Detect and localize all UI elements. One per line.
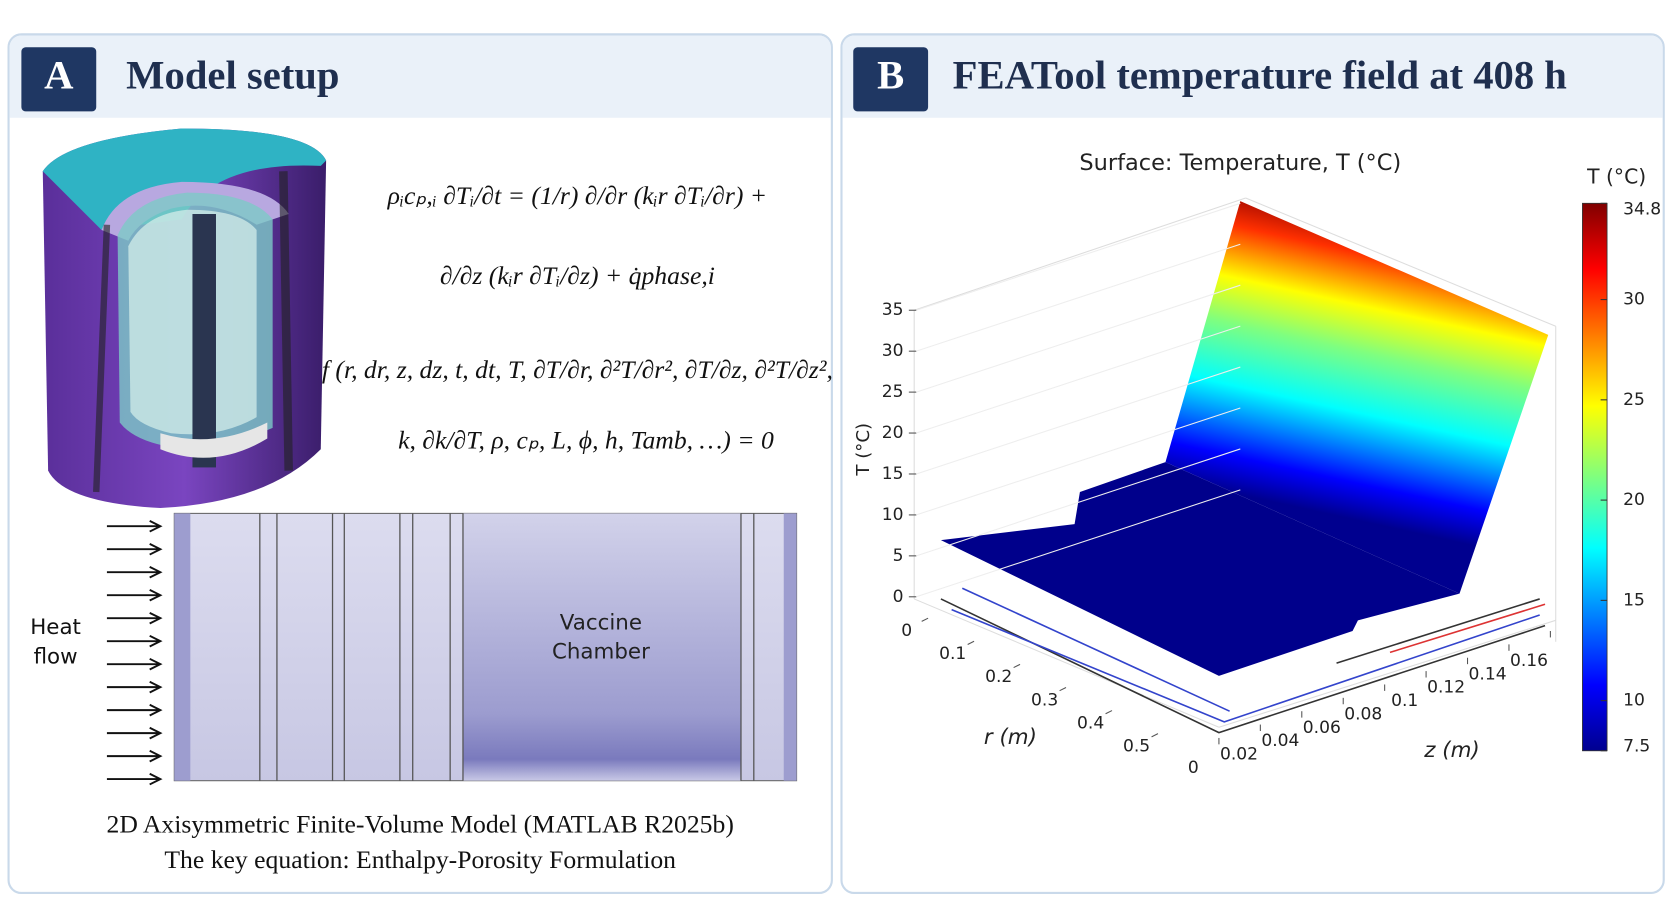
equation: ∂/∂z (kᵢr ∂Tᵢ/∂z) + q̇phase,i [440, 261, 715, 290]
vaccine-chamber [462, 513, 741, 781]
tick-label: 0.08 [1344, 704, 1382, 724]
arrow [106, 588, 163, 602]
heat-flow-arrows [106, 520, 163, 786]
arrow [106, 749, 163, 763]
tick-label: 0.4 [1077, 713, 1104, 733]
arrow [106, 565, 163, 579]
tick-mark [1105, 710, 1113, 715]
tick-mark [921, 617, 929, 622]
tick-label: 5 [893, 546, 904, 566]
tick-label: 0.1 [1391, 691, 1418, 711]
layer-boundaries [259, 513, 755, 781]
grid-line [916, 448, 1241, 557]
wall-layer [783, 513, 797, 781]
tick-label: 20 [882, 423, 904, 443]
panel-header [842, 35, 1663, 118]
panel-label: A [44, 53, 74, 98]
tick-mark [967, 640, 975, 645]
colorbar [1582, 202, 1608, 752]
equation: k, ∂k/∂T, ρ, cₚ, L, ϕ, h, Tamb, …) = 0 [398, 426, 774, 455]
tick-label: 30 [882, 341, 904, 361]
tick-label: 25 [882, 382, 904, 402]
tick-label: 0.5 [1123, 736, 1150, 756]
heat-flow-label: flow [34, 645, 78, 670]
panel-label-box [853, 47, 929, 112]
chamber-label: Vaccine [560, 611, 642, 636]
tick-label: 0.14 [1469, 664, 1507, 684]
grid-line [916, 325, 1241, 434]
equation: ρᵢcₚ,ᵢ ∂Tᵢ/∂t = (1/r) ∂/∂r (kᵢr ∂Tᵢ/∂r) … [387, 181, 768, 210]
caption: 2D Axisymmetric Finite-Volume Model (MAT… [107, 810, 734, 839]
colorbar-label: T (°C) [1586, 165, 1646, 189]
arrow [106, 657, 163, 671]
panel-label: B [877, 53, 904, 98]
panel-header [9, 35, 831, 118]
arrow [106, 634, 163, 648]
tick-label: 15 [1623, 590, 1645, 610]
tick-label: 0.06 [1303, 718, 1341, 738]
tick-label: 0.16 [1510, 651, 1548, 671]
tick-label: 0 [893, 587, 904, 607]
grid-line [916, 407, 1241, 516]
tick-mark [1151, 733, 1159, 738]
tick-label: 0.2 [985, 667, 1012, 687]
tick-label: 0.3 [1031, 690, 1058, 710]
axis-label: T (°C) [853, 423, 874, 477]
base-mesh [940, 587, 1546, 734]
axes-box [913, 197, 1557, 728]
arrow [106, 543, 163, 556]
arrow [106, 772, 163, 786]
tick-mark [1059, 686, 1067, 692]
tick-label: 30 [1623, 290, 1645, 310]
panel-title: FEATool temperature field at 408 h [953, 53, 1567, 98]
axis-label: r (m) [984, 725, 1037, 750]
arrow [106, 520, 163, 533]
heat-flow-label: Heat [30, 615, 81, 640]
grid-line [916, 366, 1241, 475]
arrow [106, 680, 163, 694]
tick-label: 10 [1623, 691, 1645, 711]
axis-label: z (m) [1423, 738, 1480, 763]
plot-title: Surface: Temperature, T (°C) [1079, 150, 1401, 176]
tick-label: 34.8 [1623, 200, 1661, 220]
chamber-label: Chamber [552, 639, 650, 664]
grid-line [916, 489, 1241, 598]
tick-label: 0 [1188, 758, 1199, 778]
tick-label: 35 [882, 300, 904, 320]
temperature-surface-flat [940, 462, 1460, 676]
caption: The key equation: Enthalpy-Porosity Form… [164, 845, 676, 874]
grid-line [916, 284, 1241, 393]
tick-label: 20 [1623, 490, 1645, 510]
panel-title: Model setup [126, 53, 339, 98]
temperature-surface-slope [1165, 201, 1549, 594]
tick-label: 10 [882, 505, 904, 525]
arrow [106, 611, 163, 625]
wall-layer [174, 513, 191, 781]
arrow [106, 726, 163, 740]
cylinder-illustration [42, 128, 327, 509]
tick-label: 0 [901, 621, 912, 641]
tick-label: 7.5 [1623, 736, 1650, 756]
tick-label: 0.12 [1427, 678, 1465, 698]
arrow [106, 703, 163, 717]
tick-label: 0.02 [1220, 745, 1258, 765]
tick-label: 0.1 [939, 644, 966, 664]
tick-label: 15 [882, 464, 904, 484]
tick-label: 25 [1623, 390, 1645, 410]
grid-line [916, 202, 1241, 311]
grid-line [916, 243, 1241, 352]
equation: f (r, dr, z, dz, t, dt, T, ∂T/∂r, ∂²T/∂r… [322, 355, 833, 384]
tick-label: 0.04 [1261, 731, 1299, 751]
panel-label-box [21, 47, 97, 112]
tick-mark [1013, 663, 1021, 669]
